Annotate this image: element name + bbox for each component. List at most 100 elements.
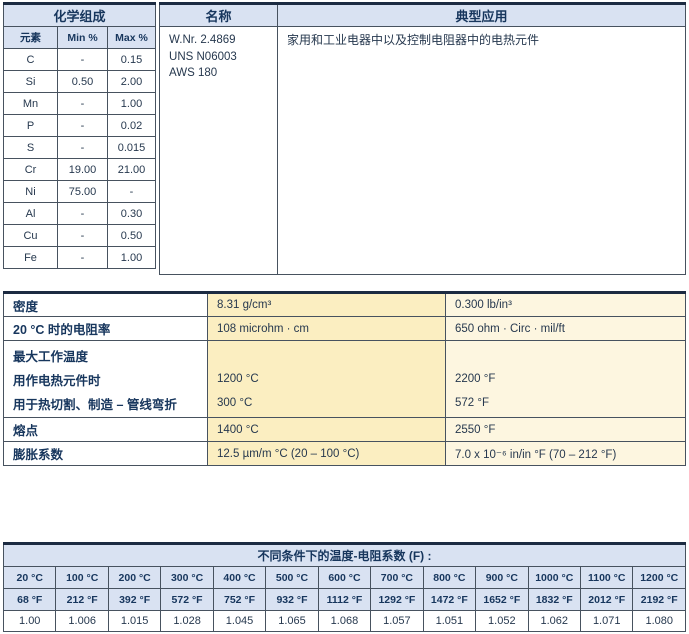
element-symbol: C [3, 48, 58, 71]
table-row: Si 0.50 2.00 [3, 70, 157, 93]
element-symbol: Cr [3, 158, 58, 181]
element-symbol: Al [3, 202, 58, 225]
table-row: 密度 8.31 g/cm³ 0.300 lb/in³ [3, 292, 686, 317]
element-min: - [57, 224, 108, 247]
element-max: 21.00 [106, 158, 157, 181]
coefficient-value: 1.052 [475, 610, 529, 632]
celsius-cell: 1100 °C [579, 566, 634, 589]
table-row: W.Nr. 2.4869 UNS N06003 AWS 180 家用和工业电器中… [159, 26, 686, 275]
designation-aws: AWS 180 [169, 67, 218, 80]
celsius-cell: 500 °C [265, 566, 319, 589]
table-row: Cr 19.00 21.00 [3, 158, 157, 181]
celsius-cell: 700 °C [370, 566, 424, 589]
table-row: Al - 0.30 [3, 202, 157, 225]
fahrenheit-cell: 392 °F [107, 588, 162, 611]
col-header-max: Max % [106, 26, 157, 49]
spacer [455, 344, 676, 366]
coefficient-value: 1.065 [265, 610, 319, 632]
table-row: Fe - 1.00 [3, 246, 157, 269]
table-header-row: 不同条件下的温度-电阻系数 (F) : [3, 543, 686, 567]
property-label-resistivity: 20 °C 时的电阻率 [3, 316, 208, 341]
element-min: - [57, 246, 108, 269]
coefficient-value: 1.051 [422, 610, 477, 632]
table-row: 最大工作温度 用作电热元件时 用于热切割、制造 – 管线弯折 1200 °C 3… [3, 340, 686, 418]
property-metric-value: 1400 °C [207, 417, 446, 442]
coefficient-value: 1.068 [317, 610, 372, 632]
coefficient-value: 1.015 [107, 610, 162, 632]
hot-cutting-label: 用于热切割、制造 – 管线弯折 [13, 397, 177, 412]
hot-cutting-metric: 300 °C [217, 397, 253, 409]
property-imperial-value: 2200 °F 572 °F [445, 340, 686, 418]
element-symbol: Ni [3, 180, 58, 203]
designations-cell: W.Nr. 2.4869 UNS N06003 AWS 180 [159, 26, 279, 275]
table-row: Ni 75.00 - [3, 180, 157, 203]
coefficient-table-title: 不同条件下的温度-电阻系数 (F) : [3, 543, 686, 567]
celsius-cell: 100 °C [55, 566, 109, 589]
celsius-cell: 1200 °C [632, 566, 686, 589]
designation-uns: UNS N06003 [169, 50, 237, 63]
fahrenheit-cell: 1112 °F [317, 588, 372, 611]
fahrenheit-cell: 1292 °F [370, 588, 424, 611]
property-label-melting-point: 熔点 [3, 417, 208, 442]
fahrenheit-cell: 212 °F [55, 588, 109, 611]
element-min: - [57, 48, 108, 71]
coefficient-value: 1.045 [212, 610, 267, 632]
property-label-expansion-coefficient: 膨胀系数 [3, 441, 208, 466]
top-section: 化学组成 元素 Min % Max % C - 0.15 Si 0.50 2.0… [2, 2, 686, 275]
element-symbol: Fe [3, 246, 58, 269]
col-header-min: Min % [57, 26, 108, 49]
celsius-cell: 800 °C [422, 566, 477, 589]
property-metric-value: 1200 °C 300 °C [207, 340, 446, 418]
element-symbol: P [3, 114, 58, 137]
coefficient-value: 1.080 [632, 610, 686, 632]
table-header-row: 名称 典型应用 [159, 3, 686, 27]
element-max: 0.02 [106, 114, 157, 137]
element-symbol: S [3, 136, 58, 159]
element-max: 0.30 [106, 202, 157, 225]
fahrenheit-cell: 1832 °F [527, 588, 581, 611]
applications-text: 家用和工业电器中以及控制电阻器中的电热元件 [287, 33, 540, 47]
element-symbol: Mn [3, 92, 58, 115]
element-symbol: Cu [3, 224, 58, 247]
table-row: Mn - 1.00 [3, 92, 157, 115]
element-max: 1.00 [106, 246, 157, 269]
fahrenheit-cell: 1472 °F [422, 588, 477, 611]
max-temp-heading: 最大工作温度 [13, 349, 89, 364]
element-max: 0.50 [106, 224, 157, 247]
table-row: 化学组成 [2, 3, 157, 27]
table-row: C - 0.15 [3, 48, 157, 71]
fahrenheit-cell: 2012 °F [579, 588, 634, 611]
celsius-cell: 20 °C [2, 566, 57, 589]
temperature-resistance-coefficient-table: 不同条件下的温度-电阻系数 (F) : 20 °C 100 °C 200 °C … [2, 542, 686, 632]
property-label-density: 密度 [3, 292, 208, 317]
designation-wnr: W.Nr. 2.4869 [169, 34, 236, 46]
applications-cell: 家用和工业电器中以及控制电阻器中的电热元件 [277, 26, 686, 275]
fahrenheit-cell: 68 °F [2, 588, 57, 611]
property-imperial-value: 650 ohm · Circ · mil/ft [445, 316, 686, 341]
element-min: - [57, 136, 108, 159]
element-min: 0.50 [57, 70, 108, 93]
fahrenheit-cell: 2192 °F [632, 588, 686, 611]
element-min: - [57, 202, 108, 225]
fahrenheit-cell: 752 °F [212, 588, 267, 611]
table-row: S - 0.015 [3, 136, 157, 159]
table-row: 20 °C 时的电阻率 108 microhm · cm 650 ohm · C… [3, 316, 686, 341]
element-max: 1.00 [106, 92, 157, 115]
celsius-cell: 300 °C [160, 566, 214, 589]
fahrenheit-cell: 572 °F [160, 588, 214, 611]
element-max: 0.15 [106, 48, 157, 71]
celsius-cell: 200 °C [107, 566, 162, 589]
table-row: P - 0.02 [3, 114, 157, 137]
property-imperial-value: 2550 °F [445, 417, 686, 442]
coefficient-value: 1.00 [2, 610, 57, 632]
heating-element-metric: 1200 °C [217, 373, 259, 385]
spacer [217, 344, 436, 366]
coefficient-values-row: 1.00 1.006 1.015 1.028 1.045 1.065 1.068… [2, 610, 686, 632]
coefficient-value: 1.028 [160, 610, 214, 632]
element-min: 75.00 [57, 180, 108, 203]
element-max: 2.00 [106, 70, 157, 93]
physical-properties-table: 密度 8.31 g/cm³ 0.300 lb/in³ 20 °C 时的电阻率 1… [3, 291, 686, 466]
table-row: 熔点 1400 °C 2550 °F [3, 417, 686, 442]
celsius-cell: 900 °C [475, 566, 529, 589]
